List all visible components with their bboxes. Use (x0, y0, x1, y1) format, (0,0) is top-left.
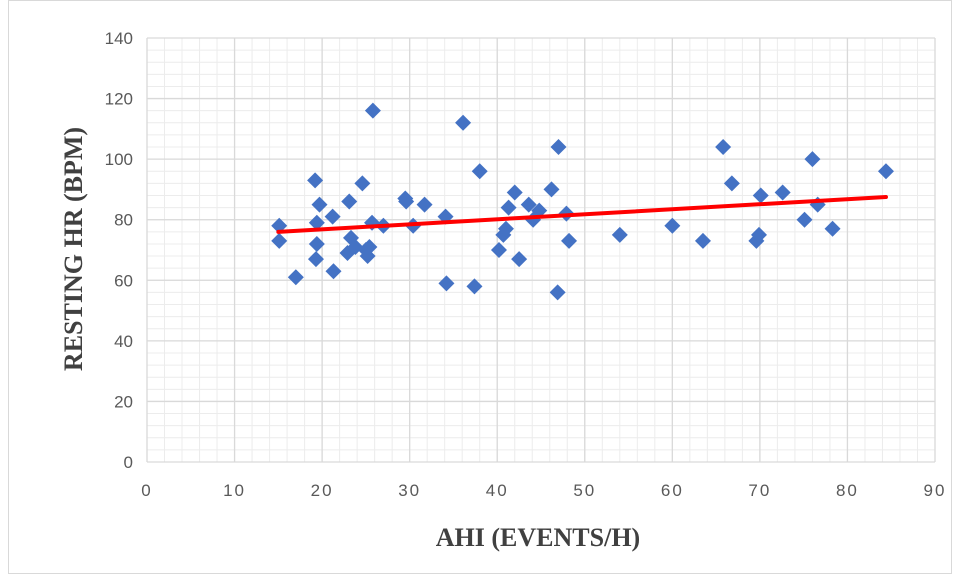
data-point (723, 175, 740, 192)
x-tick-labels: 0 10 20 30 40 50 60 70 80 90 (141, 481, 947, 500)
x-tick-label: 50 (573, 481, 596, 500)
data-point (466, 278, 483, 295)
x-tick-label: 60 (661, 481, 684, 500)
data-point (751, 226, 768, 243)
x-tick-label: 80 (836, 481, 859, 500)
data-point (354, 175, 371, 192)
data-point (471, 163, 488, 180)
data-point (455, 114, 472, 131)
data-point (796, 211, 813, 228)
data-point (308, 235, 325, 252)
data-point (271, 232, 288, 249)
data-point (361, 238, 378, 255)
data-point (287, 269, 304, 286)
y-tick-label: 60 (114, 271, 133, 290)
data-point (694, 232, 711, 249)
data-point (804, 151, 821, 168)
data-point (307, 172, 324, 189)
y-tick-label: 0 (124, 453, 133, 472)
data-point (506, 184, 523, 201)
y-tick-labels: 0 20 40 60 80 100 120 140 (105, 29, 133, 472)
x-tick-label: 30 (398, 481, 421, 500)
y-tick-label: 20 (114, 392, 133, 411)
x-tick-label: 40 (486, 481, 509, 500)
data-point (543, 181, 560, 198)
data-point (324, 208, 341, 225)
data-point (497, 220, 514, 237)
data-point (824, 220, 841, 237)
data-point (752, 187, 769, 204)
data-point (311, 196, 328, 213)
trendline-group (276, 195, 888, 234)
y-axis-title: RESTING HR (BPM) (59, 127, 88, 371)
y-tick-label: 80 (114, 211, 133, 230)
y-tick-label: 100 (105, 150, 133, 169)
data-point (341, 193, 358, 210)
x-tick-label: 10 (223, 481, 246, 500)
data-point (611, 226, 628, 243)
x-axis-title: AHI (EVENTS/H) (436, 523, 640, 552)
data-point (490, 242, 507, 258)
data-point (307, 251, 324, 268)
data-point (531, 202, 548, 219)
data-point (664, 217, 681, 234)
data-point (325, 263, 342, 280)
y-tick-label: 120 (105, 90, 133, 109)
data-point (511, 251, 528, 268)
trendline (276, 195, 888, 234)
x-tick-label: 20 (311, 481, 334, 500)
data-point (715, 139, 732, 156)
data-point (416, 196, 433, 213)
data-point (561, 232, 578, 249)
data-point (500, 199, 517, 216)
chart-frame: 0 20 40 60 80 100 120 140 0 10 20 30 40 50 60 70 80 90 A… (8, 0, 952, 574)
x-tick-label: 0 (141, 481, 152, 500)
data-point (438, 275, 455, 292)
data-point (774, 184, 791, 201)
data-point (398, 193, 415, 210)
scatter-chart: 0 20 40 60 80 100 120 140 0 10 20 30 40 50 60 70 80 90 A… (59, 29, 947, 552)
y-tick-label: 140 (105, 29, 133, 48)
data-point (308, 214, 325, 231)
minor-gridlines (146, 37, 936, 463)
x-tick-label: 90 (924, 481, 947, 500)
data-point (549, 284, 566, 301)
x-tick-label: 70 (748, 481, 771, 500)
major-gridlines (146, 37, 936, 463)
data-point (877, 163, 894, 180)
data-point (364, 102, 381, 119)
data-point (550, 139, 567, 156)
data-point (520, 196, 537, 213)
y-tick-label: 40 (114, 332, 133, 351)
